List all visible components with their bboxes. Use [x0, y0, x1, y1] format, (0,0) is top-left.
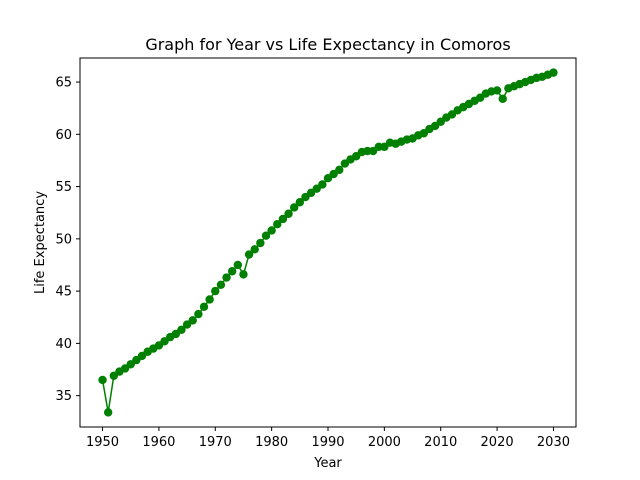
- plot-area: [98, 68, 558, 417]
- x-tick-label: 2020: [481, 435, 514, 450]
- x-axis: 1950 1960 1970 1980 1990 2000 2010 2020 2030: [86, 427, 570, 450]
- x-tick-label: 1980: [255, 435, 288, 450]
- x-tick-label: 1970: [199, 435, 232, 450]
- y-tick-label: 35: [55, 389, 72, 404]
- data-point: [273, 220, 282, 229]
- x-tick-label: 2010: [424, 435, 457, 450]
- data-point: [318, 180, 327, 189]
- data-point: [250, 245, 259, 254]
- y-tick-label: 55: [55, 180, 72, 195]
- y-tick-label: 50: [55, 232, 72, 247]
- data-point: [295, 198, 305, 207]
- data-point: [549, 68, 558, 77]
- data-point: [199, 302, 209, 311]
- x-tick-label: 1950: [86, 435, 119, 450]
- data-point: [177, 325, 186, 334]
- data-point: [98, 375, 107, 385]
- y-axis-title: Life Expectancy: [33, 191, 48, 294]
- data-point: [239, 270, 248, 279]
- data-point: [244, 250, 254, 259]
- data-point: [335, 165, 344, 175]
- y-axis: 35 40 45 50 55 60 65: [55, 76, 80, 404]
- data-point: [233, 260, 243, 270]
- y-tick-label: 65: [55, 76, 72, 91]
- x-tick-label: 2030: [537, 435, 570, 450]
- x-tick-label: 1990: [311, 435, 344, 450]
- data-point: [278, 214, 288, 224]
- data-point: [194, 309, 203, 319]
- data-point: [498, 94, 507, 103]
- chart-title: Graph for Year vs Life Expectancy in Com…: [145, 35, 510, 54]
- data-point: [492, 86, 502, 95]
- data-point: [211, 286, 220, 296]
- y-tick-label: 45: [55, 285, 72, 300]
- data-point: [103, 408, 113, 417]
- data-point: [284, 209, 293, 218]
- x-tick-label: 1960: [142, 435, 175, 450]
- data-point: [227, 267, 237, 276]
- data-point: [216, 280, 226, 290]
- data-point: [222, 273, 231, 282]
- y-tick-label: 40: [55, 337, 72, 352]
- data-point: [267, 226, 276, 235]
- data-point: [289, 203, 299, 212]
- data-point: [256, 238, 265, 248]
- data-point: [205, 295, 214, 304]
- data-point: [261, 231, 271, 240]
- x-tick-label: 2000: [368, 435, 401, 450]
- x-axis-title: Year: [313, 456, 342, 471]
- data-point: [188, 316, 197, 325]
- y-tick-label: 60: [55, 128, 72, 143]
